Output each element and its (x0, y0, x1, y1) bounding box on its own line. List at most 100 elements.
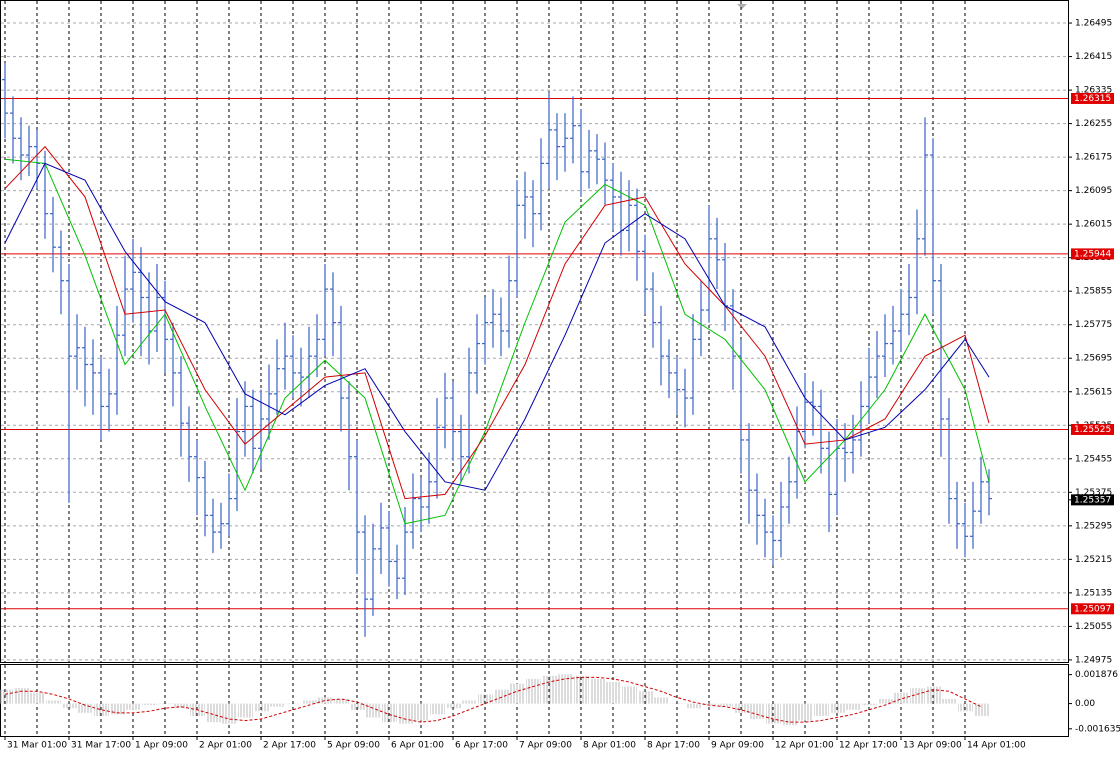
histogram-bar (558, 674, 573, 704)
histogram-bar (270, 703, 285, 707)
histogram-bar (926, 686, 941, 704)
y-tick-label: 1.26015 (1075, 220, 1112, 230)
y-tick-label: 1.26095 (1075, 186, 1112, 196)
histogram-bar (654, 697, 669, 704)
y-tick-label: 1.25855 (1075, 287, 1112, 297)
y-tick-label: 1.24975 (1075, 655, 1112, 665)
histogram-bar (750, 703, 765, 720)
histogram-bar (814, 703, 829, 716)
ma-line (4, 145, 990, 500)
histogram-bar (846, 703, 861, 710)
level-label: 1.26315 (1074, 94, 1111, 104)
level-label: 1.25944 (1074, 249, 1111, 259)
level-tag (1071, 248, 1114, 260)
histogram-bar (398, 703, 413, 724)
histogram-bar (238, 703, 253, 718)
histogram-bar (366, 703, 381, 718)
histogram-bar (526, 678, 541, 704)
histogram-bar (718, 703, 733, 707)
histogram-bar (638, 691, 653, 704)
x-tick-label: 8 Apr 17:00 (647, 741, 700, 751)
x-tick-label: 7 Apr 09:00 (519, 741, 572, 751)
level-tag (1071, 423, 1114, 435)
histogram-bar (286, 703, 301, 705)
histogram-bar (878, 698, 893, 704)
histogram-bar (350, 703, 365, 710)
x-tick-label: 13 Apr 09:00 (903, 741, 962, 751)
histogram-bar (158, 703, 173, 705)
y-tick-label: 1.25775 (1075, 320, 1112, 330)
y-tick-label: 1.25215 (1075, 555, 1112, 565)
x-tick-label: 12 Apr 01:00 (775, 741, 834, 751)
histogram-bar (382, 703, 397, 723)
histogram-bar (254, 703, 269, 712)
last-price-label: 1.25357 (1074, 495, 1111, 505)
histogram-bar (0, 689, 13, 704)
x-tick-label: 31 Mar 01:00 (7, 741, 67, 751)
x-tick-label: 14 Apr 01:00 (967, 741, 1026, 751)
histogram-bar (142, 703, 157, 706)
histogram-bar (766, 703, 781, 724)
x-tick-label: 5 Apr 09:00 (327, 741, 380, 751)
y-tick-label: 0.001876 (1075, 670, 1118, 680)
x-tick-label: 9 Apr 09:00 (711, 741, 764, 751)
x-tick-label: 1 Apr 09:00 (135, 741, 188, 751)
histogram-bar (126, 703, 141, 710)
level-tag (1071, 603, 1114, 615)
y-tick-label: 1.26175 (1075, 153, 1112, 163)
signal-line (4, 676, 982, 723)
histogram-bar (478, 694, 493, 704)
y-tick-label: 1.25375 (1075, 488, 1112, 498)
y-tick-label: -0.001635 (1075, 724, 1120, 734)
histogram-bar (30, 692, 45, 704)
histogram-bar (494, 689, 509, 704)
y-tick-label: 1.26415 (1075, 52, 1112, 62)
histogram-bar (78, 703, 93, 713)
x-tick-label: 2 Apr 01:00 (199, 741, 252, 751)
y-tick-label: 1.25135 (1075, 588, 1112, 598)
histogram-bar (958, 703, 973, 712)
histogram-bar (798, 703, 813, 721)
histogram-bar (974, 703, 989, 716)
histogram-bar (590, 678, 605, 704)
shift-marker (737, 4, 747, 9)
histogram-bar (46, 700, 61, 704)
histogram-bar (510, 683, 525, 704)
histogram-bar (734, 703, 749, 713)
histogram-bar (670, 703, 685, 705)
histogram-bar (302, 700, 317, 704)
histogram-bar (894, 692, 909, 704)
histogram-bar (206, 703, 221, 723)
x-tick-label: 8 Apr 01:00 (583, 741, 636, 751)
histogram-bar (702, 703, 717, 706)
x-tick-label: 2 Apr 17:00 (263, 741, 316, 751)
histogram-bar (334, 698, 349, 704)
histogram-bar (606, 681, 621, 704)
histogram-bar (782, 703, 797, 726)
y-tick-label: 1.26495 (1075, 19, 1112, 29)
histogram-bar (174, 703, 189, 709)
histogram-bar (542, 675, 557, 704)
x-tick-label: 6 Apr 17:00 (455, 741, 508, 751)
x-tick-label: 6 Apr 01:00 (391, 741, 444, 751)
level-label: 1.25097 (1074, 604, 1111, 614)
x-tick-label: 12 Apr 17:00 (839, 741, 898, 751)
histogram-bar (830, 703, 845, 713)
ma-line (4, 158, 990, 525)
last-price-tag (1071, 494, 1114, 506)
histogram-bar (942, 698, 957, 704)
histogram-bar (574, 675, 589, 704)
histogram-bar (622, 686, 637, 704)
y-tick-label: 1.26255 (1075, 119, 1112, 129)
histogram-bar (14, 688, 29, 704)
ma-line (4, 162, 990, 491)
histogram-bar (318, 697, 333, 704)
histogram-bar (222, 703, 237, 724)
level-label: 1.25525 (1074, 425, 1111, 435)
y-tick-label: 1.25295 (1075, 521, 1112, 531)
histogram-bar (414, 703, 429, 721)
y-tick-label: 0.00 (1075, 699, 1095, 709)
